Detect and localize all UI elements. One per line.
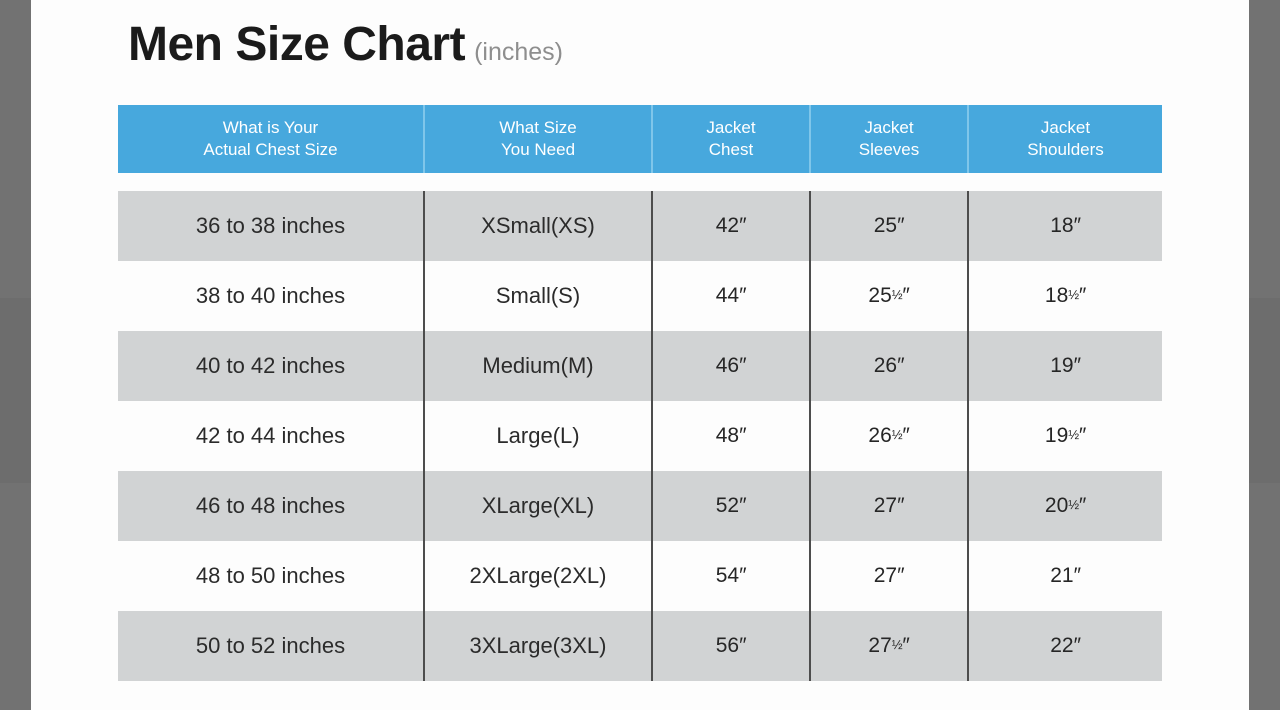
chart-canvas: Men Size Chart (inches) What is Your Act…	[31, 0, 1249, 710]
cell-jacket-shoulders: 21″	[968, 541, 1162, 611]
cell-jacket-shoulders: 18½″	[968, 261, 1162, 331]
cell-jacket-sleeves: 27″	[810, 471, 969, 541]
cell-jacket-sleeves: 25½″	[810, 261, 969, 331]
cell-size-you-need: 3XLarge(3XL)	[424, 611, 653, 681]
cell-jacket-sleeves: 25″	[810, 191, 969, 261]
cell-actual-chest-size: 50 to 52 inches	[118, 611, 425, 681]
table-body: 36 to 38 inches XSmall(XS) 42″ 25″ 18″ 38 to …	[118, 173, 1162, 681]
table-row: 38 to 40 inches Small(S) 44″ 25½″ 18½″	[118, 261, 1162, 331]
header-body-gap-cell	[118, 173, 1162, 191]
cell-jacket-shoulders: 19½″	[968, 401, 1162, 471]
header-body-gap	[118, 173, 1162, 191]
table-row: 50 to 52 inches 3XLarge(3XL) 56″ 27½″ 22″	[118, 611, 1162, 681]
column-header-line1: Jacket	[864, 118, 914, 138]
table-row: 48 to 50 inches 2XLarge(2XL) 54″ 27″ 21″	[118, 541, 1162, 611]
cell-actual-chest-size: 38 to 40 inches	[118, 261, 425, 331]
cell-jacket-chest: 54″	[652, 541, 811, 611]
cell-actual-chest-size: 48 to 50 inches	[118, 541, 425, 611]
column-header-line2: Chest	[708, 140, 754, 159]
cell-actual-chest-size: 40 to 42 inches	[118, 331, 425, 401]
cell-jacket-shoulders: 20½″	[968, 471, 1162, 541]
page-title-main: Men Size Chart	[128, 18, 466, 71]
cell-jacket-sleeves: 27″	[810, 541, 969, 611]
cell-size-you-need: Small(S)	[424, 261, 653, 331]
cell-jacket-shoulders: 19″	[968, 331, 1162, 401]
column-header-line2: Shoulders	[1027, 140, 1104, 159]
column-header-actual-chest-size: What is Your Actual Chest Size	[118, 105, 425, 173]
table-header: What is Your Actual Chest Size What Size…	[118, 105, 1162, 173]
cell-jacket-chest: 42″	[652, 191, 811, 261]
cell-size-you-need: XLarge(XL)	[424, 471, 653, 541]
cell-size-you-need: Medium(M)	[424, 331, 653, 401]
cell-jacket-chest: 44″	[652, 261, 811, 331]
cell-jacket-chest: 46″	[652, 331, 811, 401]
page-title: Men Size Chart (inches)	[128, 21, 563, 69]
cell-size-you-need: XSmall(XS)	[424, 191, 653, 261]
cell-actual-chest-size: 46 to 48 inches	[118, 471, 425, 541]
cell-jacket-chest: 52″	[652, 471, 811, 541]
letterbox-bar-right	[1249, 0, 1280, 710]
cell-jacket-chest: 56″	[652, 611, 811, 681]
column-header-line2: You Need	[500, 140, 576, 159]
table-header-row: What is Your Actual Chest Size What Size…	[118, 105, 1162, 173]
cell-actual-chest-size: 36 to 38 inches	[118, 191, 425, 261]
table-row: 36 to 38 inches XSmall(XS) 42″ 25″ 18″	[118, 191, 1162, 261]
page-title-unit: (inches)	[474, 38, 563, 66]
letterbox-bar-left	[0, 0, 31, 710]
table-row: 42 to 44 inches Large(L) 48″ 26½″ 19½″	[118, 401, 1162, 471]
column-header-line1: What is Your	[222, 118, 319, 138]
column-header-line2: Actual Chest Size	[203, 140, 338, 159]
column-header-jacket-chest: Jacket Chest	[652, 105, 811, 173]
cell-jacket-sleeves: 26½″	[810, 401, 969, 471]
column-header-size-you-need: What Size You Need	[424, 105, 653, 173]
size-chart-table: What is Your Actual Chest Size What Size…	[118, 105, 1162, 681]
cell-jacket-shoulders: 18″	[968, 191, 1162, 261]
column-header-line1: What Size	[499, 118, 577, 138]
cell-size-you-need: 2XLarge(2XL)	[424, 541, 653, 611]
table-row: 46 to 48 inches XLarge(XL) 52″ 27″ 20½″	[118, 471, 1162, 541]
cell-jacket-sleeves: 27½″	[810, 611, 969, 681]
column-header-line1: Jacket	[1040, 118, 1091, 138]
cell-size-you-need: Large(L)	[424, 401, 653, 471]
table-row: 40 to 42 inches Medium(M) 46″ 26″ 19″	[118, 331, 1162, 401]
column-header-jacket-sleeves: Jacket Sleeves	[810, 105, 969, 173]
cell-jacket-shoulders: 22″	[968, 611, 1162, 681]
column-header-line2: Sleeves	[858, 140, 920, 159]
column-header-line1: Jacket	[706, 118, 756, 138]
column-header-jacket-shoulders: Jacket Shoulders	[968, 105, 1162, 173]
cell-jacket-sleeves: 26″	[810, 331, 969, 401]
cell-actual-chest-size: 42 to 44 inches	[118, 401, 425, 471]
cell-jacket-chest: 48″	[652, 401, 811, 471]
